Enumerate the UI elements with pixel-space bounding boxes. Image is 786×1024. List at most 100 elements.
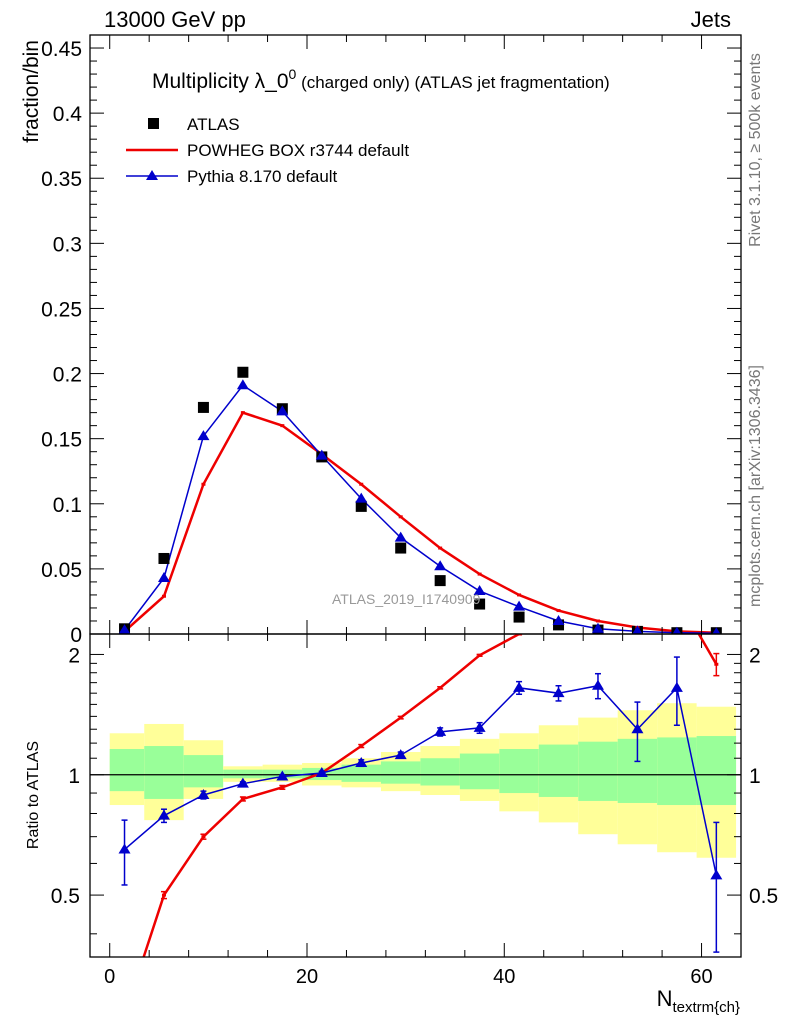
ratio-point-pythia xyxy=(355,757,368,768)
uncertainty-band-green xyxy=(380,761,421,784)
data-point-atlas xyxy=(513,611,525,623)
watermark: ATLAS_2019_I1740909 xyxy=(332,591,481,607)
data-point-atlas xyxy=(355,500,367,512)
ratio-point-pythia xyxy=(631,723,644,734)
mcplots-label: mcplots.cern.ch [arXiv:1306.3436] xyxy=(747,365,764,607)
ratio-frame xyxy=(89,633,742,958)
data-point-pythia xyxy=(118,624,131,634)
ratio-y-tick-label-right: 1 xyxy=(749,765,761,788)
ratio-y-axis-label: Ratio to ATLAS xyxy=(25,741,42,849)
ratio-point-pythia xyxy=(434,725,447,736)
ratio-plot-panel: 0 20 40 60 0.5 0.5 1 1 2 2 xyxy=(51,35,778,988)
x-tick-label: 20 xyxy=(296,966,318,988)
ratio-point-pythia xyxy=(157,809,170,820)
uncertainty-band-green xyxy=(696,736,737,806)
data-point-pythia xyxy=(434,560,447,571)
data-point-pythia xyxy=(632,625,643,634)
data-point-pythia xyxy=(591,622,604,633)
data-point-atlas xyxy=(474,598,486,610)
y-tick-label: 0.15 xyxy=(41,429,82,452)
uncertainty-band-green xyxy=(144,746,184,799)
data-point-atlas xyxy=(237,366,249,378)
data-point-pythia xyxy=(552,614,565,625)
rivet-label: Rivet 3.1.10, ≥ 500k events xyxy=(747,53,764,247)
ratio-y-tick-label-right: 2 xyxy=(749,644,761,667)
data-point-pythia xyxy=(394,531,407,542)
title-main: Multiplicity λ_0 xyxy=(152,70,289,93)
jets-tag: Jets xyxy=(691,7,731,32)
x-axis-label-sub: textrm{ch} xyxy=(672,999,740,1016)
data-point-pythia xyxy=(236,379,249,390)
legend-marker-atlas xyxy=(148,118,159,129)
ratio-point-pythia xyxy=(315,767,328,778)
legend-label-atlas: ATLAS xyxy=(187,115,240,134)
ratio-point-pythia xyxy=(552,687,565,698)
data-point-pythia xyxy=(276,405,289,416)
ratio-y-tick-label-left: 0.5 xyxy=(51,885,80,908)
data-point-atlas xyxy=(434,575,446,587)
data-point-pythia xyxy=(355,492,368,503)
y-tick-label: 0.05 xyxy=(41,559,82,582)
ratio-point-pythia xyxy=(513,681,526,692)
data-point-pythia xyxy=(157,572,170,583)
ratio-point-pythia xyxy=(473,721,486,732)
legend: ATLAS POWHEG BOX r3744 default Pythia 8.… xyxy=(126,115,409,186)
data-point-atlas xyxy=(395,542,407,554)
x-axis-label-base: N xyxy=(657,986,673,1011)
uncertainty-band-green xyxy=(109,749,145,792)
uncertainty-band-green xyxy=(420,758,460,786)
data-point-atlas xyxy=(197,401,209,413)
uncertainty-band-green xyxy=(341,764,381,782)
ratio-point-pythia xyxy=(394,749,407,760)
ratio-point-pythia xyxy=(276,770,289,781)
ratio-y-tick-label-left: 1 xyxy=(68,765,80,788)
y-tick-label: 0.1 xyxy=(53,494,82,517)
x-tick-label: 60 xyxy=(690,966,712,988)
legend-label-powheg: POWHEG BOX r3744 default xyxy=(187,141,409,160)
ratio-y-tick-label-left: 2 xyxy=(68,644,80,667)
data-point-pythia xyxy=(315,449,328,460)
ratio-series xyxy=(118,634,723,957)
ratio-y-tick-label-right: 0.5 xyxy=(749,885,778,908)
ratio-point-pythia xyxy=(591,679,604,690)
y-tick-label: 0.45 xyxy=(41,38,82,61)
data-point-pythia xyxy=(672,626,682,634)
main-plot-panel: 0 0.05 0.1 0.15 0.2 0.25 0.3 0.35 0.4 0.45 xyxy=(41,34,742,957)
ratio-point-pythia xyxy=(670,681,683,692)
y-tick-label: 0.4 xyxy=(53,103,83,126)
legend-label-pythia: Pythia 8.170 default xyxy=(187,167,338,186)
process-label: 13000 GeV pp xyxy=(104,7,246,32)
title-sup: 0 xyxy=(289,66,297,82)
x-tick-label: 0 xyxy=(104,966,115,988)
uncertainty-band-green xyxy=(499,749,539,794)
ratio-point-pythia xyxy=(236,777,249,788)
upper-y-axis-label: fraction/bin xyxy=(20,40,43,143)
uncertainty-band-green xyxy=(578,741,618,801)
uncertainty-band-green xyxy=(657,737,697,806)
y-tick-label: 0.35 xyxy=(41,168,82,191)
ratio-line-powheg xyxy=(142,634,718,957)
uncertainty-band-green xyxy=(459,753,500,790)
data-point-pythia xyxy=(197,430,210,441)
data-point-atlas xyxy=(158,552,170,564)
series-line-powheg xyxy=(123,411,717,634)
ratio-point-pythia xyxy=(197,788,210,799)
y-tick-label: 0.2 xyxy=(53,364,82,387)
ratio-point-pythia xyxy=(118,843,131,854)
legend-marker-pythia xyxy=(146,170,158,180)
ratio-point-pythia xyxy=(710,869,723,880)
ratio-line-pythia xyxy=(124,684,718,876)
data-point-pythia xyxy=(473,585,486,596)
title-rest: (charged only) (ATLAS jet fragmentation) xyxy=(296,73,609,92)
uncertainty-band-green xyxy=(223,769,263,779)
y-tick-label: 0 xyxy=(70,624,82,647)
y-tick-label: 0.25 xyxy=(41,298,82,321)
upper-series xyxy=(118,366,722,634)
uncertainty-band-green xyxy=(538,744,579,797)
data-point-pythia xyxy=(513,600,526,611)
x-axis-label: Ntextrm{ch} xyxy=(657,986,740,1016)
x-tick-label: 40 xyxy=(493,966,515,988)
data-point-pythia xyxy=(712,627,721,634)
uncertainty-band-green xyxy=(183,755,224,788)
